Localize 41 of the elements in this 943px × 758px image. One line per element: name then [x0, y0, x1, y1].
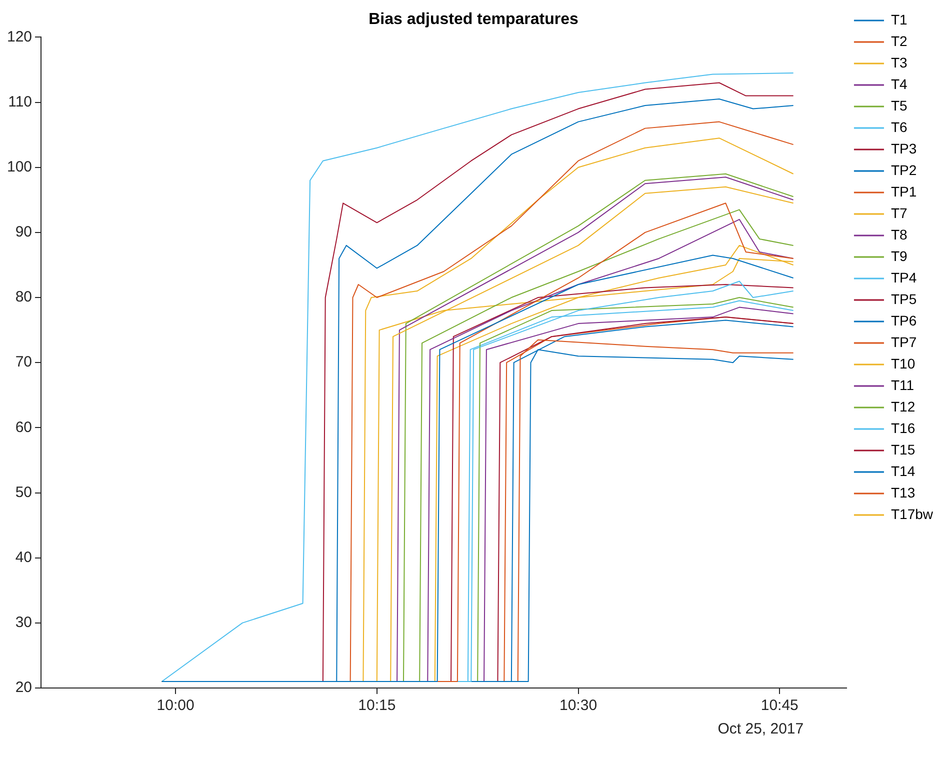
y-tick-label: 50: [15, 484, 32, 501]
text: Oct 25, 2017: [718, 720, 804, 738]
legend-label: T17bw: [890, 506, 934, 522]
legend-label: T13: [890, 484, 916, 500]
x-tick-label: 10:45: [760, 697, 798, 714]
legend-label: T14: [890, 462, 916, 479]
legend-label: T4: [890, 76, 908, 92]
y-tick-label: 110: [8, 93, 32, 110]
legend-label: TP5: [890, 290, 917, 307]
legend-label: T6: [890, 118, 908, 135]
legend-label: T2: [890, 32, 908, 49]
legend-label: T12: [890, 398, 916, 414]
legend-label: T1: [890, 11, 908, 28]
legend-label: TP4: [890, 269, 917, 286]
y-tick-label: 120: [6, 28, 32, 46]
y-tick-label: 90: [15, 224, 32, 241]
legend-label: T7: [890, 204, 908, 221]
y-tick-label: 60: [15, 418, 32, 436]
legend-label: T5: [890, 97, 908, 114]
legend-label: TP2: [890, 162, 917, 178]
legend-label: T9: [890, 248, 908, 264]
chart-title: Bias adjusted temparatures: [368, 11, 579, 28]
legend-label: T11: [890, 376, 914, 393]
legend-label: T15: [890, 441, 916, 458]
y-tick-label: 30: [15, 614, 32, 632]
legend-label: TP1: [890, 183, 917, 200]
y-tick-label: 80: [15, 288, 32, 306]
legend-label: T8: [890, 226, 908, 242]
legend-label: T10: [890, 355, 916, 372]
y-tick-label: 70: [15, 354, 32, 371]
legend-label: TP3: [890, 140, 917, 156]
legend-label: TP7: [890, 334, 917, 350]
legend-label: T3: [890, 54, 908, 70]
legend-label: TP6: [890, 312, 917, 328]
y-tick-label: 100: [6, 158, 32, 176]
x-tick-label: 10:30: [559, 697, 598, 714]
x-tick-label: 10:15: [358, 697, 396, 714]
y-tick-label: 40: [15, 548, 32, 566]
y-tick-label: 20: [15, 679, 32, 696]
legend-label: T16: [890, 420, 916, 436]
x-tick-label: 10:00: [156, 697, 194, 714]
